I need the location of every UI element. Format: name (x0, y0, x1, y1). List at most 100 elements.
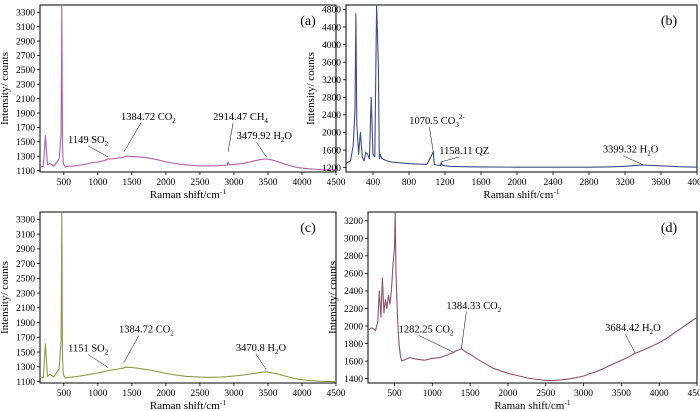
y-tick-label: 2900 (16, 37, 35, 47)
y-axis-label: Intensity/ counts (0, 261, 11, 334)
y-tick-label: 2300 (16, 80, 35, 90)
panel-a: 500 1000 1500 2000 2500 3000 3500 4000 4500 1100 1… (0, 4, 346, 201)
peak-annotation: 1158.11 QZ (439, 146, 489, 157)
series-line (346, 5, 697, 168)
x-tick-label: 3000 (224, 389, 243, 399)
y-tick-label: 4400 (322, 23, 341, 33)
peak-annotation: 1384.72 CO2 (121, 112, 176, 125)
x-tick-label: 1500 (122, 178, 141, 188)
y-tick-label: 1900 (16, 319, 35, 329)
y-tick-label: 2300 (16, 289, 35, 299)
x-tick-label: 2000 (508, 178, 527, 188)
series-line (40, 212, 336, 383)
y-tick-label: 2100 (16, 95, 35, 105)
y-tick-label: 2000 (322, 129, 341, 139)
annotation-leader (461, 311, 467, 349)
y-tick-label: 2900 (16, 245, 35, 255)
x-tick-label: 4000 (292, 178, 311, 188)
plot-frame (39, 211, 337, 384)
panel-label: (b) (661, 14, 678, 29)
x-tick-label: 400 (366, 178, 381, 188)
panel-label: (d) (661, 221, 678, 236)
peak-annotation: 3479.92 H2O (237, 131, 293, 144)
y-tick-label: 1200 (322, 164, 341, 174)
y-tick-label: 2100 (16, 304, 35, 314)
annotation-leader (87, 354, 109, 368)
y-tick-label: 1600 (344, 357, 363, 367)
x-tick-label: 2500 (190, 178, 209, 188)
y-tick-label: 1600 (322, 146, 341, 156)
x-tick-label: 500 (57, 389, 72, 399)
x-tick-label: 2400 (544, 178, 563, 188)
y-tick-label: 1800 (344, 340, 363, 350)
y-tick-label: 1300 (16, 152, 35, 162)
y-tick-label: 2000 (344, 322, 363, 332)
y-tick-label: 1500 (16, 138, 35, 148)
x-axis-label: Raman shift/cm-1 (483, 187, 559, 201)
x-tick-label: 1000 (88, 389, 107, 399)
x-tick-label: 1600 (472, 178, 491, 188)
panel-label: (a) (300, 14, 316, 29)
x-tick-label: 800 (402, 178, 417, 188)
x-tick-label: 2800 (580, 178, 599, 188)
y-tick-label: 2800 (322, 94, 341, 104)
peak-annotation: 3684.42 H2O (605, 323, 661, 336)
x-axis-label: Raman shift/cm-1 (494, 398, 570, 411)
y-tick-label: 2400 (322, 111, 341, 121)
x-axis-label: Raman shift/cm-1 (150, 187, 226, 201)
peak-annotation: 1282.25 CO2 (399, 324, 454, 337)
x-tick-label: 1500 (122, 389, 141, 399)
peak-annotation: 3470.8 H2O (236, 343, 287, 356)
y-tick-label: 1700 (16, 124, 35, 134)
x-tick-label: 500 (57, 178, 72, 188)
annotation-leader (429, 126, 434, 152)
x-tick-label: 1000 (88, 178, 107, 188)
x-tick-label: 500 (387, 389, 402, 399)
plot-frame (367, 211, 698, 384)
y-tick-label: 1300 (16, 363, 35, 373)
peak-annotation: 1384.33 CO2 (446, 301, 501, 314)
peak-annotation: 2914.47 CH4 (213, 112, 268, 125)
x-tick-label: 4500 (688, 389, 700, 399)
y-tick-label: 1500 (16, 348, 35, 358)
peak-annotation: 1070.5 CO32- (409, 113, 465, 129)
x-tick-label: 3500 (612, 389, 631, 399)
y-axis-label: Intensity/ counts (327, 261, 339, 334)
panel-b: 400 800 1200 1600 2000 2400 2800 3200 3600 4000 12… (305, 4, 700, 201)
annotation-leader (255, 353, 267, 370)
panel-label: (c) (300, 221, 316, 236)
x-tick-label: 4000 (650, 389, 669, 399)
y-tick-label: 2500 (16, 275, 35, 285)
x-tick-label: 2500 (190, 389, 209, 399)
annotation-leader (87, 145, 109, 158)
y-tick-label: 2600 (344, 270, 363, 280)
y-tick-label: 3300 (16, 8, 35, 18)
x-tick-label: 3000 (574, 389, 593, 399)
y-tick-label: 2700 (16, 260, 35, 270)
y-tick-label: 4000 (322, 41, 341, 51)
x-axis-label: Raman shift/cm-1 (150, 398, 226, 411)
panel-d: 500 1000 1500 2000 2500 3000 3500 4000 4500 1400 1… (327, 211, 700, 411)
plot-frame (39, 4, 337, 173)
y-tick-label: 2500 (16, 66, 35, 76)
x-tick-label: 3500 (258, 178, 277, 188)
annotation-leader (441, 156, 460, 163)
x-tick-label: 4500 (327, 389, 346, 399)
y-tick-label: 1700 (16, 334, 35, 344)
y-tick-label: 3000 (344, 235, 363, 245)
y-tick-label: 4800 (322, 6, 341, 16)
y-tick-label: 2400 (344, 287, 363, 297)
y-tick-label: 2800 (344, 252, 363, 262)
plot-frame (345, 4, 698, 173)
x-tick-label: 1000 (423, 389, 442, 399)
x-tick-label: 1500 (461, 389, 480, 399)
y-tick-label: 3200 (344, 217, 363, 227)
x-tick-label: 3200 (616, 178, 635, 188)
y-axis-label: Intensity/ counts (0, 52, 11, 125)
y-tick-label: 1100 (16, 378, 35, 388)
peak-annotation: 1151 SO2 (68, 344, 109, 357)
annotation-leader (227, 122, 234, 152)
x-tick-label: 2000 (156, 389, 175, 399)
x-tick-label: 4500 (327, 178, 346, 188)
